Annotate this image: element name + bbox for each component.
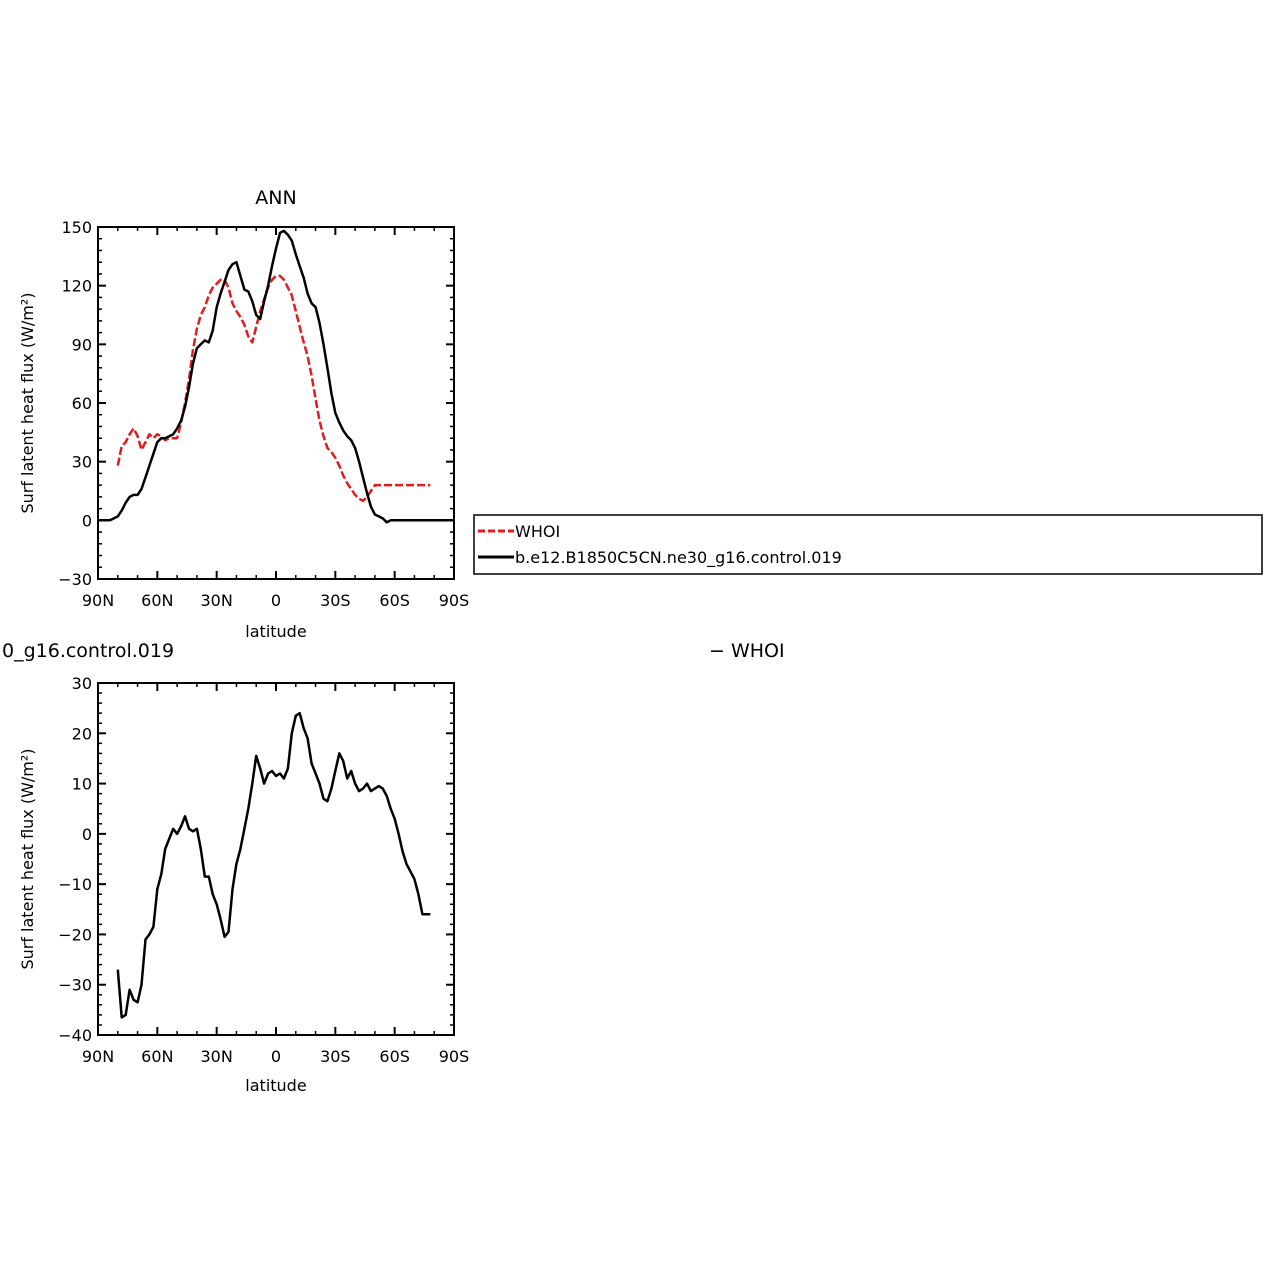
x-tick-label: 0	[271, 1047, 281, 1066]
axes: 90N 60N 30N 0 30S 60S 90S −30 0 30 60 90 120 150	[58, 218, 469, 610]
y-tick-label: −40	[58, 1026, 92, 1045]
x-axis-label: latitude	[245, 1076, 306, 1095]
y-tick-label: 0	[82, 825, 92, 844]
plot-frame	[97, 226, 455, 580]
chart-title-right: − WHOI	[709, 640, 785, 662]
series-line-0	[116, 711, 431, 1019]
x-tick-label: 90N	[82, 1047, 114, 1066]
legend: WHOI b.e12.B1850C5CN.ne30_g16.control.01…	[473, 514, 1263, 575]
legend-label-model: b.e12.B1850C5CN.ne30_g16.control.019	[515, 548, 842, 568]
x-tick-label: 30N	[201, 1047, 233, 1066]
y-tick-label: 120	[61, 277, 92, 296]
x-tick-label: 60N	[141, 1047, 173, 1066]
plot-frame	[97, 682, 455, 1036]
x-tick-label: 60N	[141, 591, 173, 610]
plot-annual: ANN 90N 60N 30N 0 30S 60S 90S−300306090120150 …	[18, 187, 469, 641]
x-tick-label: 30S	[320, 1047, 351, 1066]
y-tick-label: −20	[58, 925, 92, 944]
y-tick-label: 0	[82, 511, 92, 530]
y-tick-label: −30	[58, 976, 92, 995]
chart-title-left: 0_g16.control.019	[2, 640, 174, 662]
chart-title: ANN	[255, 187, 296, 209]
y-axis-label: Surf latent heat flux (W/m²)	[18, 292, 37, 513]
legend-label-whoi: WHOI	[515, 522, 560, 541]
legend-box	[473, 514, 1263, 575]
series-line-b-e12-b1850c5cn-ne30-g16-control-019	[98, 229, 454, 524]
y-tick-label: 60	[72, 394, 92, 413]
series-group	[116, 711, 431, 1019]
series-group	[98, 229, 454, 524]
y-axis-label: Surf latent heat flux (W/m²)	[18, 748, 37, 969]
x-tick-label: 60S	[379, 1047, 410, 1066]
axes: 90N 60N 30N 0 30S 60S 90S −40 −30 −20 −10 0 10 20 30	[58, 674, 469, 1066]
y-tick-label: 30	[72, 453, 92, 472]
y-tick-label: 30	[72, 674, 92, 693]
y-tick-label: 150	[61, 218, 92, 237]
x-tick-label: 90S	[439, 591, 470, 610]
y-tick-label: −30	[58, 570, 92, 589]
plot-difference: 0_g16.control.019 − WHOI 90N 60N 30N 0 30S 60…	[2, 640, 785, 1095]
x-tick-label: 0	[271, 591, 281, 610]
x-tick-label: 60S	[379, 591, 410, 610]
x-tick-label: 30S	[320, 591, 351, 610]
x-axis-label: latitude	[245, 622, 306, 641]
x-tick-label: 30N	[201, 591, 233, 610]
y-tick-label: 10	[72, 775, 92, 794]
y-tick-label: 90	[72, 335, 92, 354]
x-tick-label: 90S	[439, 1047, 470, 1066]
y-tick-label: 20	[72, 724, 92, 743]
series-line-whoi	[116, 274, 431, 503]
y-tick-label: −10	[58, 875, 92, 894]
x-tick-label: 90N	[82, 591, 114, 610]
